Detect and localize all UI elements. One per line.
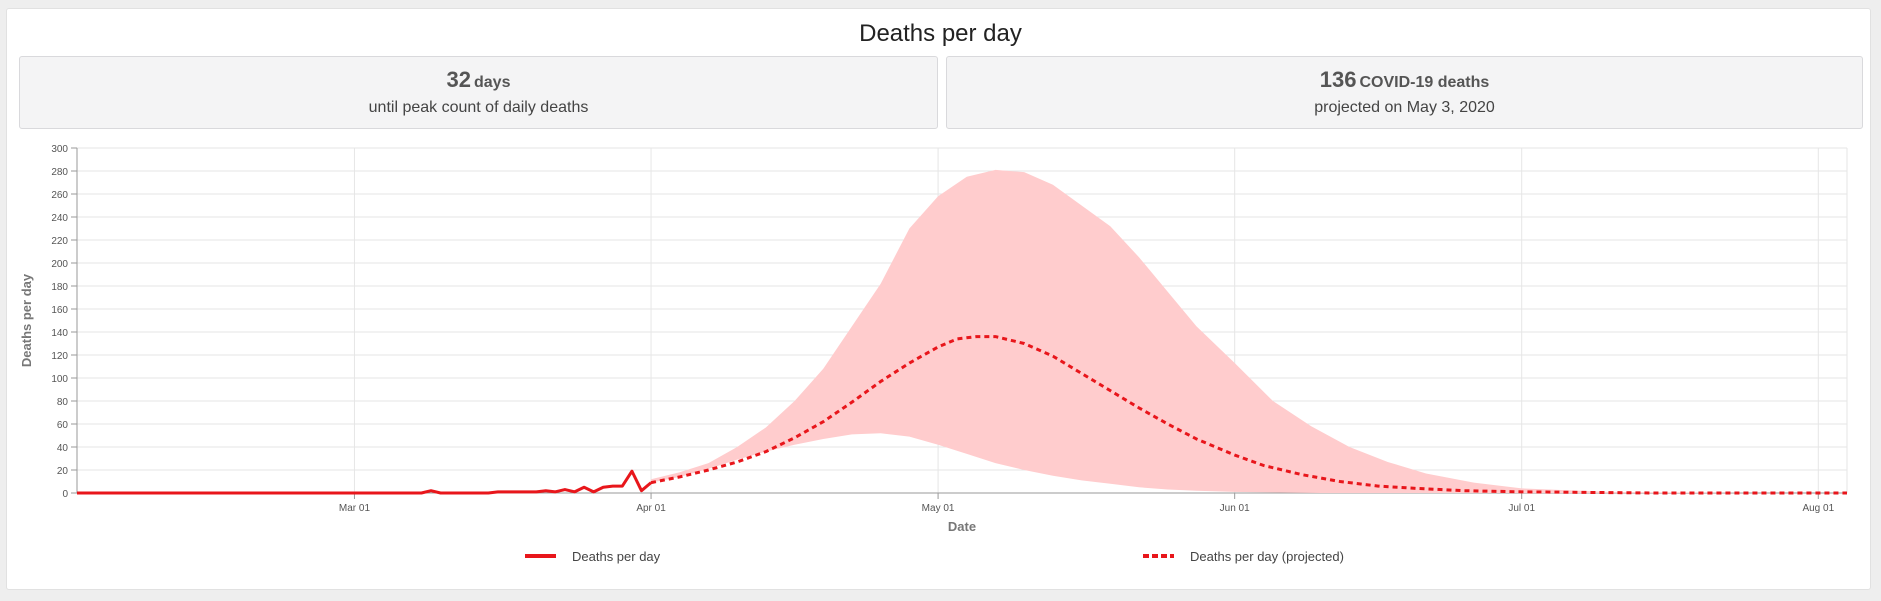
legend-label-projected: Deaths per day (projected) xyxy=(1190,549,1344,564)
chart-title: Deaths per day xyxy=(859,20,1022,47)
days-until-peak-card: 32 days until peak count of daily deaths xyxy=(19,56,938,129)
y-tick-label: 280 xyxy=(51,167,68,178)
legend-label-actual: Deaths per day xyxy=(572,549,661,564)
days-until-peak-value: 32 xyxy=(446,67,471,92)
y-tick-label: 200 xyxy=(51,259,68,270)
y-tick-label: 100 xyxy=(51,374,68,385)
y-tick-label: 300 xyxy=(51,144,68,155)
days-until-peak-unit: days xyxy=(474,74,511,91)
y-tick-label: 20 xyxy=(57,466,69,477)
x-tick-label: Aug 01 xyxy=(1802,503,1834,514)
x-tick-label: May 01 xyxy=(922,503,955,514)
actual-deaths-line xyxy=(77,469,653,495)
x-tick-label: Apr 01 xyxy=(636,503,666,514)
x-axis-title: Date xyxy=(948,519,976,534)
y-tick-label: 80 xyxy=(57,397,69,408)
x-tick-label: Mar 01 xyxy=(339,503,371,514)
y-tick-label: 180 xyxy=(51,282,68,293)
y-tick-label: 60 xyxy=(57,420,69,431)
y-tick-label: 260 xyxy=(51,190,68,201)
projection-confidence-band xyxy=(651,169,1847,493)
x-tick-label: Jun 01 xyxy=(1220,503,1250,514)
y-tick-label: 0 xyxy=(62,489,68,500)
projected-deaths-caption: projected on May 3, 2020 xyxy=(1314,99,1495,116)
x-tick-label: Jul 01 xyxy=(1508,503,1535,514)
y-tick-label: 220 xyxy=(51,236,68,247)
y-tick-label: 140 xyxy=(51,328,68,339)
y-tick-label: 120 xyxy=(51,351,68,362)
projected-deaths-line xyxy=(650,335,1847,495)
y-tick-label: 240 xyxy=(51,213,68,224)
days-until-peak-caption: until peak count of daily deaths xyxy=(368,99,589,116)
y-tick-label: 40 xyxy=(57,443,69,454)
y-tick-label: 160 xyxy=(51,305,68,316)
projected-deaths-value: 136 xyxy=(1319,67,1357,92)
projected-deaths-card: 136 COVID-19 deaths projected on May 3, 2… xyxy=(946,56,1863,129)
y-axis-title: Deaths per day xyxy=(19,273,34,367)
projected-deaths-unit: COVID-19 deaths xyxy=(1359,74,1490,91)
